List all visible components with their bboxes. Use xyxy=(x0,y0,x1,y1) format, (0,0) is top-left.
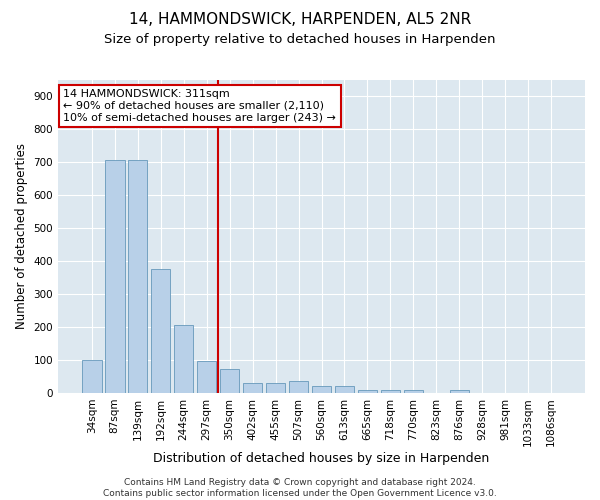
Bar xyxy=(128,160,148,393)
Text: Contains HM Land Registry data © Crown copyright and database right 2024.
Contai: Contains HM Land Registry data © Crown c… xyxy=(103,478,497,498)
Bar xyxy=(312,386,331,393)
Y-axis label: Number of detached properties: Number of detached properties xyxy=(15,144,28,330)
X-axis label: Distribution of detached houses by size in Harpenden: Distribution of detached houses by size … xyxy=(154,452,490,465)
Bar xyxy=(174,325,193,393)
Text: 14, HAMMONDSWICK, HARPENDEN, AL5 2NR: 14, HAMMONDSWICK, HARPENDEN, AL5 2NR xyxy=(129,12,471,28)
Bar xyxy=(404,390,423,393)
Text: 14 HAMMONDSWICK: 311sqm
← 90% of detached houses are smaller (2,110)
10% of semi: 14 HAMMONDSWICK: 311sqm ← 90% of detache… xyxy=(64,90,336,122)
Text: Size of property relative to detached houses in Harpenden: Size of property relative to detached ho… xyxy=(104,32,496,46)
Bar xyxy=(358,390,377,393)
Bar xyxy=(380,390,400,393)
Bar xyxy=(105,160,125,393)
Bar xyxy=(197,360,217,393)
Bar xyxy=(449,390,469,393)
Bar xyxy=(266,383,286,393)
Bar xyxy=(151,270,170,393)
Bar xyxy=(82,360,101,393)
Bar xyxy=(220,369,239,393)
Bar xyxy=(243,383,262,393)
Bar xyxy=(289,382,308,393)
Bar xyxy=(335,386,354,393)
